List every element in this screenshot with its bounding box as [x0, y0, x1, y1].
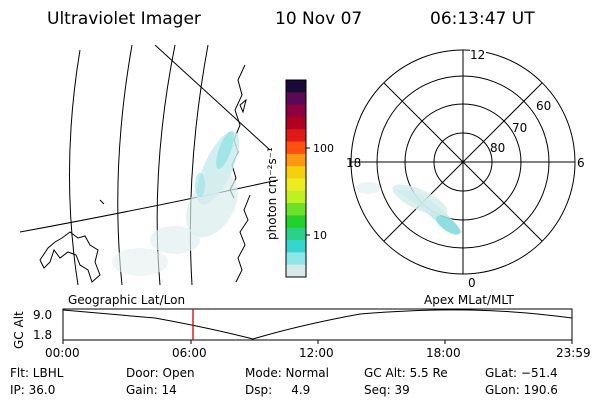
colorbar-band — [286, 116, 306, 130]
glon-field: GLon: 190.6 — [485, 383, 558, 397]
gc-alt-field: GC Alt: 5.5 Re — [364, 366, 448, 380]
colorbar-unit-label: photon cm⁻²s⁻¹ — [265, 147, 279, 240]
colorbar-band — [286, 92, 306, 106]
mlt-label-0: 0 — [468, 276, 476, 290]
apex-label: Apex MLat/MLT — [424, 293, 514, 307]
mlat-label-80: 80 — [490, 141, 505, 155]
time-tick-label: 18:00 — [426, 346, 461, 360]
mode-field: Mode: Normal — [245, 366, 329, 380]
y-tick-label: 1.8 — [33, 328, 52, 342]
glat-field: GLat: −51.4 — [485, 366, 558, 380]
mlt-label-6: 6 — [577, 156, 585, 170]
colorbar-band — [286, 178, 306, 192]
colorbar-band — [286, 252, 306, 266]
coastline — [239, 98, 247, 114]
colorbar-band — [286, 166, 306, 179]
colorbar-band — [286, 227, 306, 241]
colorbar-band — [286, 153, 306, 167]
coastline — [39, 231, 101, 283]
coastline — [235, 194, 251, 283]
geographic-label: Geographic Lat/Lon — [68, 293, 186, 307]
polar-spoke — [383, 82, 543, 242]
time-tick-label: 06:00 — [172, 346, 207, 360]
altitude-curve — [62, 309, 573, 340]
mlat-label-70: 70 — [512, 121, 527, 135]
colorbar-tick-label: 100 — [313, 142, 334, 155]
instrument-title: Ultraviolet Imager — [47, 9, 201, 29]
map-grid-line — [69, 49, 81, 285]
time-tick-label: 23:59 — [556, 346, 591, 360]
dsp-field: Dsp: 4.9 — [245, 383, 311, 397]
colorbar-band — [286, 141, 306, 155]
colorbar-band — [286, 215, 306, 229]
time-label: 06:13:47 UT — [430, 9, 535, 29]
polar-aurora-emission — [356, 182, 462, 235]
flt-field: Flt: LBHL — [10, 366, 64, 380]
colorbar-band — [286, 190, 306, 204]
colorbar-band — [286, 203, 306, 216]
colorbar-band — [286, 264, 306, 278]
seq-field: Seq: 39 — [364, 383, 410, 397]
door-field: Door: Open — [126, 366, 195, 380]
colorbar-band — [286, 129, 306, 143]
mlt-label-12: 12 — [470, 48, 485, 62]
coastline — [99, 199, 105, 205]
y-tick-label: 9.0 — [33, 308, 52, 322]
mlat-label-60: 60 — [536, 99, 551, 113]
time-tick-label: 12:00 — [299, 346, 334, 360]
mlt-label-18: 18 — [346, 156, 361, 170]
map-aurora-emission — [112, 131, 240, 276]
date-label: 10 Nov 07 — [275, 9, 363, 29]
gain-field: Gain: 14 — [126, 383, 177, 397]
time-tick-label: 00:00 — [45, 346, 80, 360]
map-grid-line — [20, 179, 278, 233]
map-grid-line — [154, 45, 271, 151]
colorbar-tick-label: 10 — [313, 229, 327, 242]
colorbar-band — [286, 104, 306, 118]
map-grid-line — [189, 45, 209, 285]
colorbar-band — [286, 80, 306, 93]
colorbar-band — [286, 240, 306, 253]
timeline-axis-title: GC Alt — [12, 311, 26, 349]
ip-field: IP: 36.0 — [10, 383, 56, 397]
